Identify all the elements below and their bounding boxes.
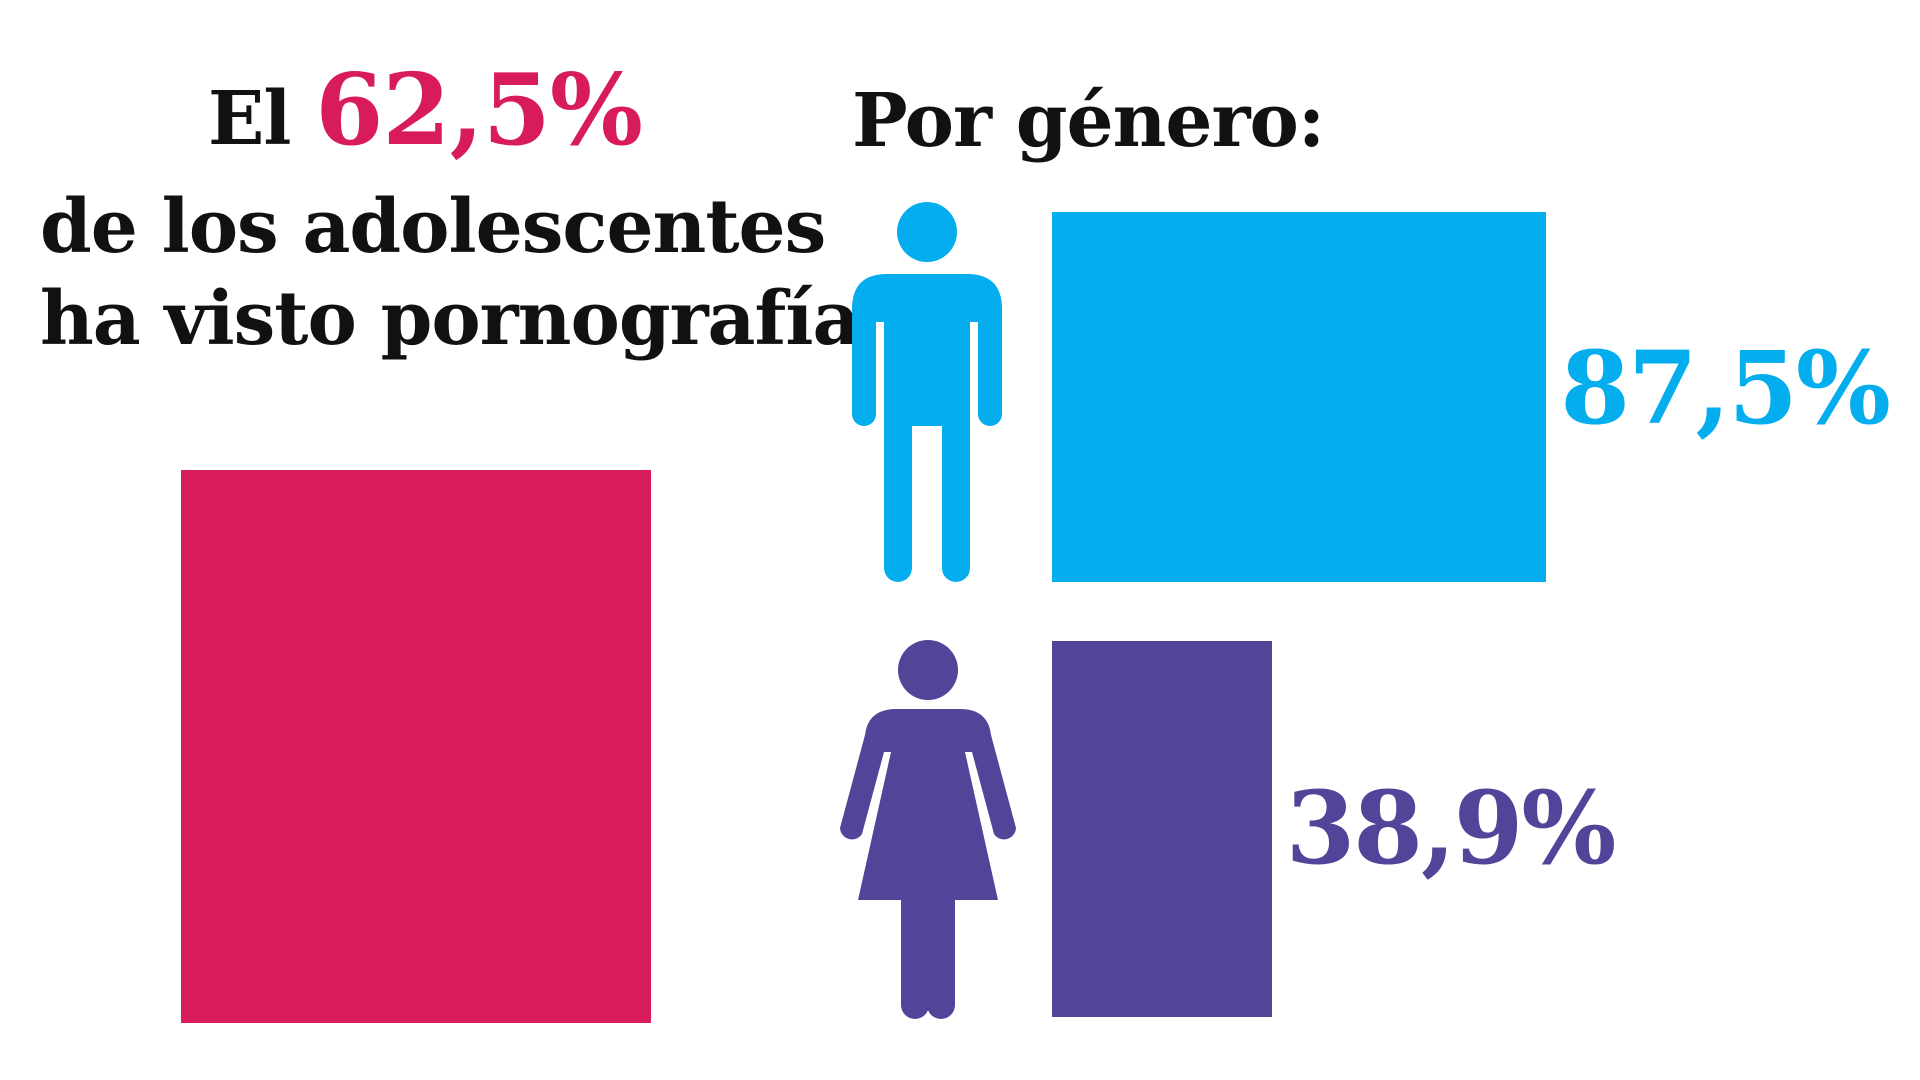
female-person-icon xyxy=(840,640,1016,1019)
headline-line-2: de los adolescentes xyxy=(40,184,826,270)
male-person-icon xyxy=(852,202,1002,582)
gender-section-title: Por género: xyxy=(852,78,1325,164)
female-value-label: 38,9% xyxy=(1285,769,1617,887)
overall-bar xyxy=(181,469,651,1023)
male-value-label: 87,5% xyxy=(1560,329,1891,447)
headline-prefix: El xyxy=(207,76,292,162)
headline-line-1: El 62,5% xyxy=(40,62,810,160)
headline-percent: 62,5% xyxy=(315,53,643,168)
female-bar xyxy=(1052,641,1272,1017)
male-bar xyxy=(1052,212,1547,582)
headline-line-3: ha visto pornografía xyxy=(40,276,860,362)
